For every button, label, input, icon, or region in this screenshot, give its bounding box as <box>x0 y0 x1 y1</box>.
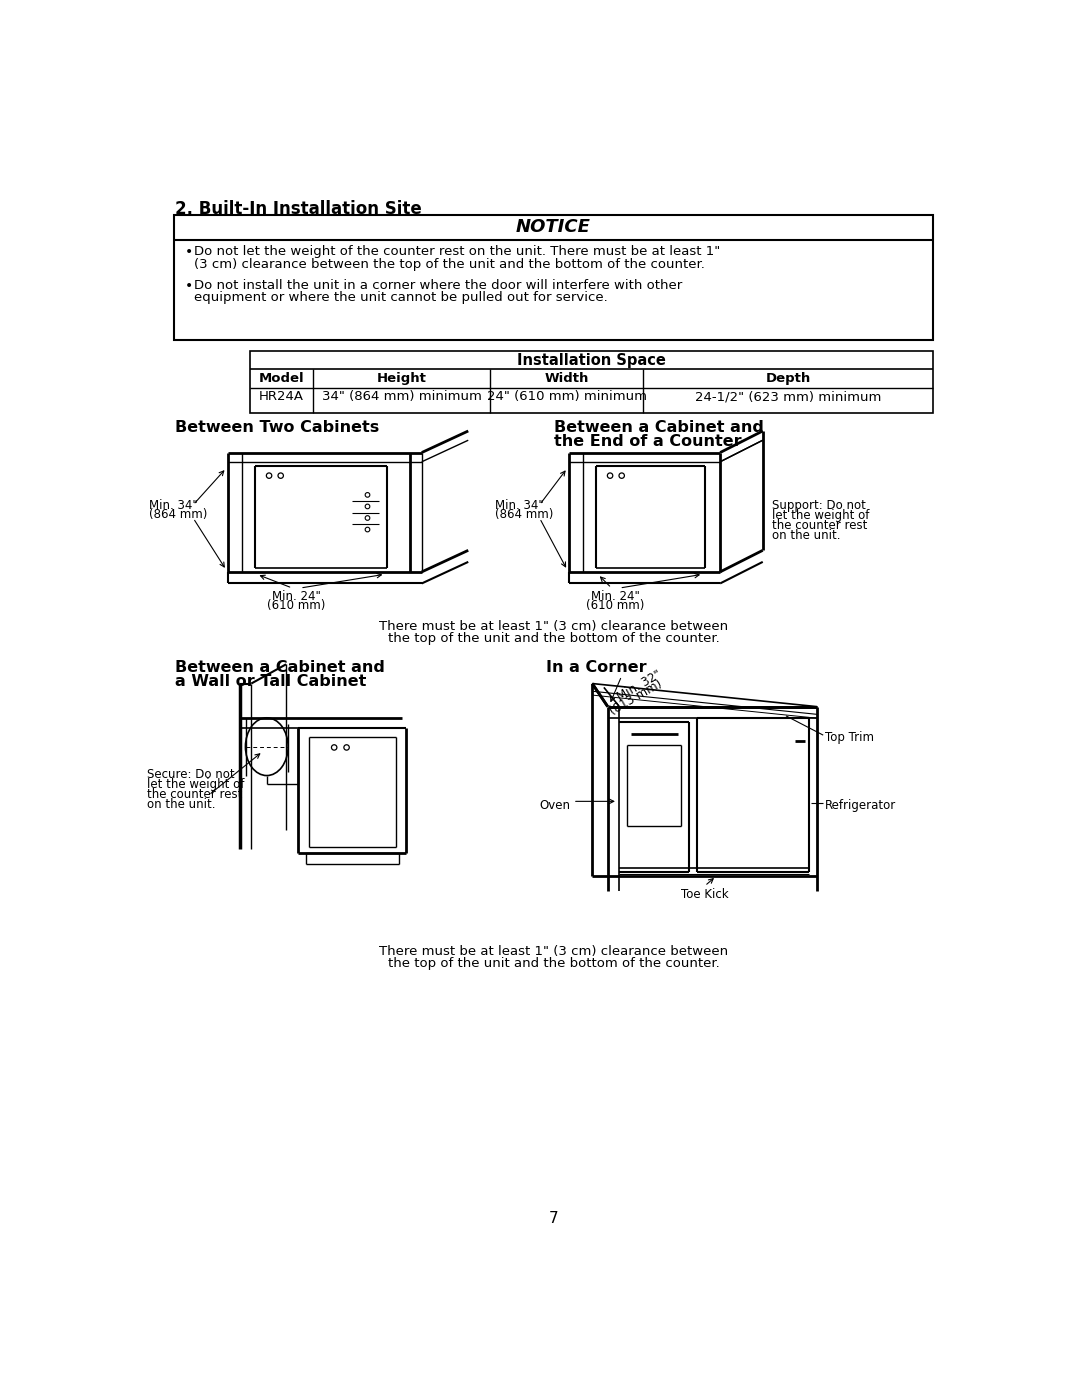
Text: 2. Built-In Installation Site: 2. Built-In Installation Site <box>175 200 422 218</box>
Text: Support: Do not: Support: Do not <box>772 499 866 511</box>
Text: on the unit.: on the unit. <box>772 529 840 542</box>
Text: the End of a Counter: the End of a Counter <box>554 434 741 448</box>
Text: Between a Cabinet and: Between a Cabinet and <box>554 420 764 436</box>
Text: Min. 24": Min. 24" <box>591 590 640 602</box>
Text: There must be at least 1" (3 cm) clearance between: There must be at least 1" (3 cm) clearan… <box>379 946 728 958</box>
Text: (813 mm): (813 mm) <box>608 678 664 718</box>
Text: In a Corner: In a Corner <box>545 661 646 675</box>
Text: •: • <box>185 244 193 258</box>
Text: HR24A: HR24A <box>259 390 303 404</box>
Text: the top of the unit and the bottom of the counter.: the top of the unit and the bottom of th… <box>388 631 719 645</box>
Text: (610 mm): (610 mm) <box>586 599 645 612</box>
Text: (610 mm): (610 mm) <box>267 599 325 612</box>
Text: •: • <box>185 278 193 292</box>
Text: on the unit.: on the unit. <box>147 798 215 812</box>
Text: Toe Kick: Toe Kick <box>680 887 728 901</box>
Text: let the weight of: let the weight of <box>147 778 244 791</box>
Text: (864 mm): (864 mm) <box>496 509 554 521</box>
Text: Min. 24": Min. 24" <box>272 590 321 602</box>
Text: Do not let the weight of the counter rest on the unit. There must be at least 1": Do not let the weight of the counter res… <box>194 244 720 257</box>
Text: 7: 7 <box>549 1211 558 1227</box>
Text: Model: Model <box>259 372 305 384</box>
Text: let the weight of: let the weight of <box>772 509 869 521</box>
Text: Oven: Oven <box>540 799 570 812</box>
Text: Installation Space: Installation Space <box>517 353 666 369</box>
Text: a Wall or Tall Cabinet: a Wall or Tall Cabinet <box>175 675 367 689</box>
Text: 34" (864 mm) minimum: 34" (864 mm) minimum <box>322 390 482 404</box>
Text: Depth: Depth <box>766 372 811 384</box>
Text: (864 mm): (864 mm) <box>149 509 207 521</box>
Text: Width: Width <box>544 372 589 384</box>
Text: Secure: Do not: Secure: Do not <box>147 768 234 781</box>
Text: Do not install the unit in a corner where the door will interfere with other: Do not install the unit in a corner wher… <box>194 278 683 292</box>
Text: 24-1/2" (623 mm) minimum: 24-1/2" (623 mm) minimum <box>696 390 881 404</box>
Text: the counter rest: the counter rest <box>772 518 867 532</box>
Text: equipment or where the unit cannot be pulled out for service.: equipment or where the unit cannot be pu… <box>194 291 608 303</box>
Text: the counter rest: the counter rest <box>147 788 242 802</box>
Bar <box>249 351 933 412</box>
Text: Refrigerator: Refrigerator <box>825 799 896 812</box>
Text: Between a Cabinet and: Between a Cabinet and <box>175 661 386 675</box>
Text: NOTICE: NOTICE <box>516 218 591 236</box>
Text: Min. 34": Min. 34" <box>496 499 544 511</box>
Text: (3 cm) clearance between the top of the unit and the bottom of the counter.: (3 cm) clearance between the top of the … <box>194 257 705 271</box>
Text: Between Two Cabinets: Between Two Cabinets <box>175 420 379 436</box>
Text: Top Trim: Top Trim <box>825 731 874 745</box>
Text: Height: Height <box>377 372 427 384</box>
Text: the top of the unit and the bottom of the counter.: the top of the unit and the bottom of th… <box>388 957 719 970</box>
Text: Min. 32": Min. 32" <box>616 668 664 704</box>
Text: Min. 34": Min. 34" <box>149 499 198 511</box>
Bar <box>174 215 933 339</box>
Text: There must be at least 1" (3 cm) clearance between: There must be at least 1" (3 cm) clearan… <box>379 620 728 633</box>
Text: 24" (610 mm) minimum: 24" (610 mm) minimum <box>487 390 647 404</box>
